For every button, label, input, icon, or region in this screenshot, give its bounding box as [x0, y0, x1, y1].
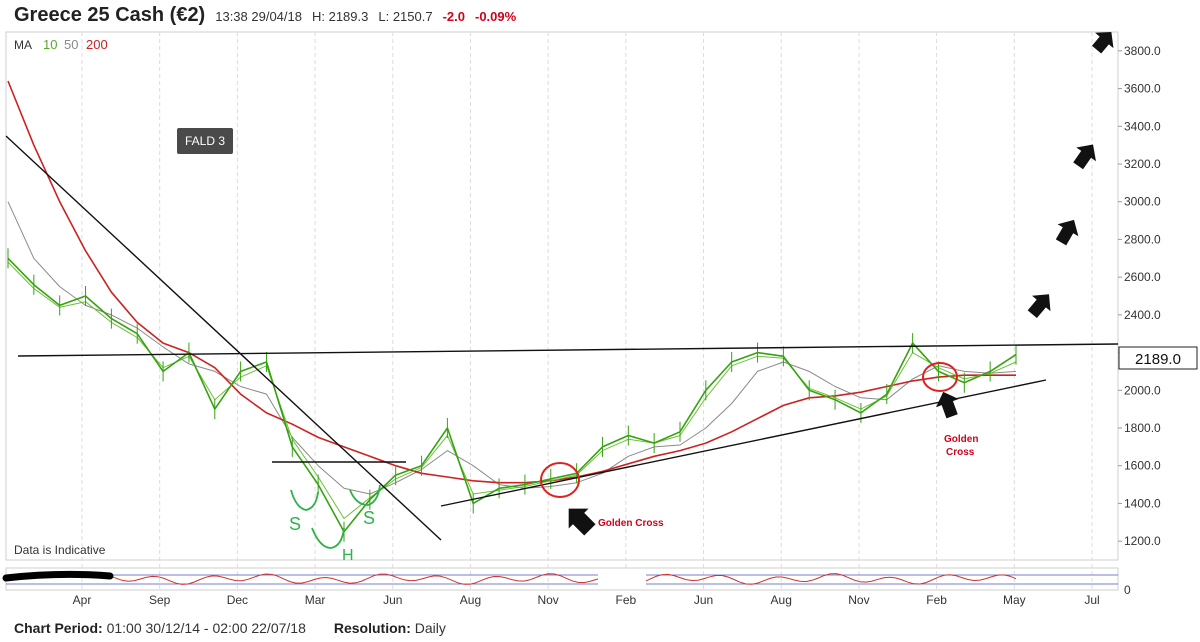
downtrend-line: [5, 135, 442, 541]
y-tick-label: 2400.0: [1124, 308, 1161, 322]
y-tick-label: 3600.0: [1124, 82, 1161, 96]
oscillator-area: [5, 567, 1119, 591]
x-tick-label: Jun: [694, 593, 713, 607]
x-tick-label: Aug: [771, 593, 792, 607]
chart-header: Greece 25 Cash (€2) 13:38 29/04/18 H: 21…: [14, 4, 516, 30]
data-indicative-note: Data is Indicative: [14, 543, 106, 557]
x-tick-label: May: [1003, 593, 1026, 607]
arrow-annotations: [568, 32, 1114, 536]
x-tick-label: Mar: [305, 593, 326, 607]
oscillator-gap: [598, 569, 646, 589]
ma-legend: MA 10 50 200: [14, 37, 108, 52]
legend-ma-label: MA: [14, 38, 32, 52]
session-high: H: 2189.3: [311, 9, 369, 24]
plot-area: [5, 31, 1119, 561]
legend-ma50: 50: [64, 37, 78, 52]
golden-cross-circle-1: [540, 462, 580, 498]
instrument-title: Greece 25 Cash (€2): [14, 4, 206, 26]
y-tick-label: 1600.0: [1124, 459, 1161, 473]
oscillator-line: [109, 573, 1017, 585]
x-tick-label: Jul: [1084, 593, 1099, 607]
hs-s2-label: S: [363, 508, 375, 528]
hs-s1-label: S: [289, 514, 301, 534]
chart-resolution: Resolution: Daily: [333, 620, 446, 636]
y-axis: 1200.01400.01600.01800.02000.02200.02400…: [1118, 44, 1161, 548]
x-tick-label: Nov: [848, 593, 869, 607]
series-ma200-line: [7, 80, 1016, 484]
hs-h-label: H: [342, 547, 354, 564]
y-tick-label: 1800.0: [1124, 421, 1161, 435]
x-tick-label: Jun: [383, 593, 402, 607]
x-axis: Apr Sep Dec Mar Jun Aug Nov Feb Jun Aug Nov Feb May J…: [73, 593, 1100, 607]
golden-cross-label-2a: Golden: [944, 434, 978, 445]
session-low: L: 2150.7: [378, 9, 433, 24]
arrow-icon: [1091, 32, 1114, 54]
price-change-pct: -0.09%: [474, 9, 517, 24]
head-curve: [311, 527, 345, 549]
x-tick-label: Dec: [227, 593, 248, 607]
redaction-scribble: [2, 570, 114, 582]
arrow-icon: [936, 391, 959, 419]
x-tick-label: Feb: [616, 593, 637, 607]
y-tick-label: 1200.0: [1124, 534, 1161, 548]
x-tick-label: Feb: [926, 593, 947, 607]
fald-label: FALD 3: [185, 134, 225, 148]
arrow-icon: [1073, 144, 1096, 170]
price-change: -2.0: [442, 9, 465, 24]
series-layer: [7, 80, 1017, 542]
legend-ma200: 200: [86, 37, 108, 52]
arrow-icon: [1055, 219, 1079, 246]
chart-footer: Chart Period: 01:00 30/12/14 - 02:00 22/…: [14, 620, 446, 636]
left-shoulder-curve: [290, 489, 319, 511]
head-shoulders-marks: [290, 484, 381, 549]
y-tick-label: 1400.0: [1124, 496, 1161, 510]
oscillator: 0: [2, 569, 1131, 597]
quote-datetime: 13:38 29/04/18: [215, 9, 302, 24]
grid-lines: [81, 32, 1093, 590]
arrow-icon: [568, 508, 596, 536]
golden-cross-label-2b: Cross: [946, 447, 975, 458]
y-tick-label: 3800.0: [1124, 44, 1161, 58]
legend-ma10: 10: [43, 37, 57, 52]
arrow-icon: [1027, 294, 1051, 319]
y-tick-label: 2600.0: [1124, 270, 1161, 284]
y-tick-label: 3400.0: [1124, 119, 1161, 133]
golden-cross-label-1: Golden Cross: [598, 518, 664, 529]
x-tick-label: Nov: [537, 593, 558, 607]
y-tick-label: 3200.0: [1124, 157, 1161, 171]
y-tick-label: 3000.0: [1124, 195, 1161, 209]
golden-cross-circle-2: [922, 362, 958, 392]
resistance-line: [17, 343, 1119, 357]
y-tick-label: 2000.0: [1124, 383, 1161, 397]
golden-cross-marks: [540, 362, 958, 498]
right-shoulder-curve: [349, 484, 381, 506]
series-price-line: [7, 257, 1017, 533]
chart-period: Chart Period: 01:00 30/12/14 - 02:00 22/…: [14, 620, 306, 636]
last-price-marker: 2189.0: [1118, 346, 1198, 370]
oscillator-tick-label: 0: [1124, 583, 1131, 597]
x-tick-label: Apr: [73, 593, 92, 607]
x-tick-label: Aug: [460, 593, 481, 607]
fald-label-box: FALD 3: [177, 128, 233, 154]
x-tick-label: Sep: [149, 593, 171, 607]
last-price-label: 2189.0: [1135, 351, 1181, 368]
y-tick-label: 2800.0: [1124, 232, 1161, 246]
